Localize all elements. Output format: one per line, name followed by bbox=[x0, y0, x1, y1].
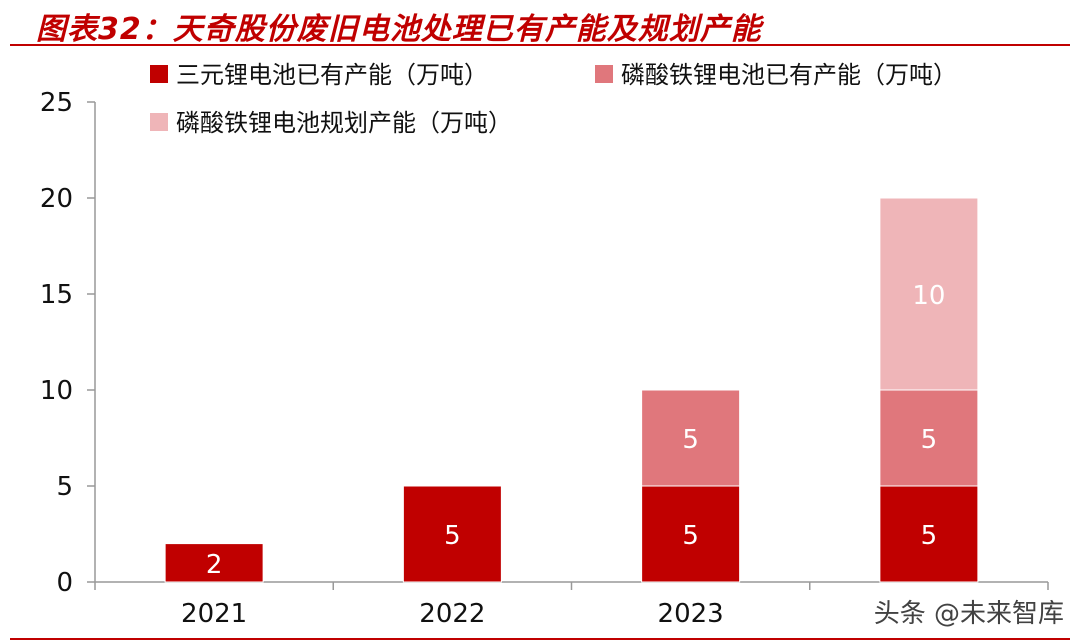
bar-2021-s0 bbox=[164, 543, 264, 583]
y-tick-label-5: 25 bbox=[40, 88, 73, 118]
y-tick-label-3: 15 bbox=[40, 280, 73, 310]
data-label-2022-s0: 5 bbox=[444, 521, 461, 551]
title-rule bbox=[10, 44, 1070, 46]
legend-swatch-1 bbox=[595, 65, 613, 83]
x-tick-label-1: 2022 bbox=[419, 599, 485, 629]
bar-2022-s0 bbox=[402, 485, 502, 583]
legend-swatch-0 bbox=[150, 65, 168, 83]
legend-label-0: 三元锂电池已有产能（万吨） bbox=[176, 61, 488, 89]
bottom-rule bbox=[10, 638, 1070, 640]
bar-2023E-s2 bbox=[879, 197, 979, 391]
bar-2023E-s1 bbox=[879, 389, 979, 487]
y-tick-label-1: 5 bbox=[56, 472, 73, 502]
chart-title: 图表32：天奇股份废旧电池处理已有产能及规划产能 bbox=[36, 12, 762, 47]
legend-label-1: 磷酸铁锂电池已有产能（万吨） bbox=[621, 61, 957, 89]
bar-2023-s1 bbox=[641, 389, 741, 487]
y-axis: 0 5 10 15 20 25 bbox=[40, 88, 96, 598]
legend: 三元锂电池已有产能（万吨） 磷酸铁锂电池已有产能（万吨） 磷酸铁锂电池规划产能（万吨… bbox=[150, 61, 957, 137]
bar-2023E-s0 bbox=[879, 485, 979, 583]
data-label-2021-s0: 2 bbox=[206, 550, 223, 580]
data-label-2023E-s2: 10 bbox=[912, 281, 945, 311]
bars: 2 5 5 5 5 5 10 bbox=[164, 197, 979, 583]
x-tick-label-0: 2021 bbox=[181, 599, 247, 629]
legend-swatch-2 bbox=[150, 113, 168, 131]
watermark: 头条 @未来智库 bbox=[873, 599, 1064, 629]
x-tick-label-2: 2023 bbox=[658, 599, 724, 629]
data-label-2023E-s0: 5 bbox=[921, 521, 938, 551]
y-tick-label-4: 20 bbox=[40, 184, 73, 214]
y-tick-label-0: 0 bbox=[56, 568, 73, 598]
legend-label-2: 磷酸铁锂电池规划产能（万吨） bbox=[176, 109, 512, 137]
title-area: 图表32：天奇股份废旧电池处理已有产能及规划产能 bbox=[10, 0, 1080, 47]
y-tick-label-2: 10 bbox=[40, 376, 73, 406]
data-label-2023-s0: 5 bbox=[682, 521, 699, 551]
data-label-2023-s1: 5 bbox=[682, 425, 699, 455]
data-label-2023E-s1: 5 bbox=[921, 425, 938, 455]
